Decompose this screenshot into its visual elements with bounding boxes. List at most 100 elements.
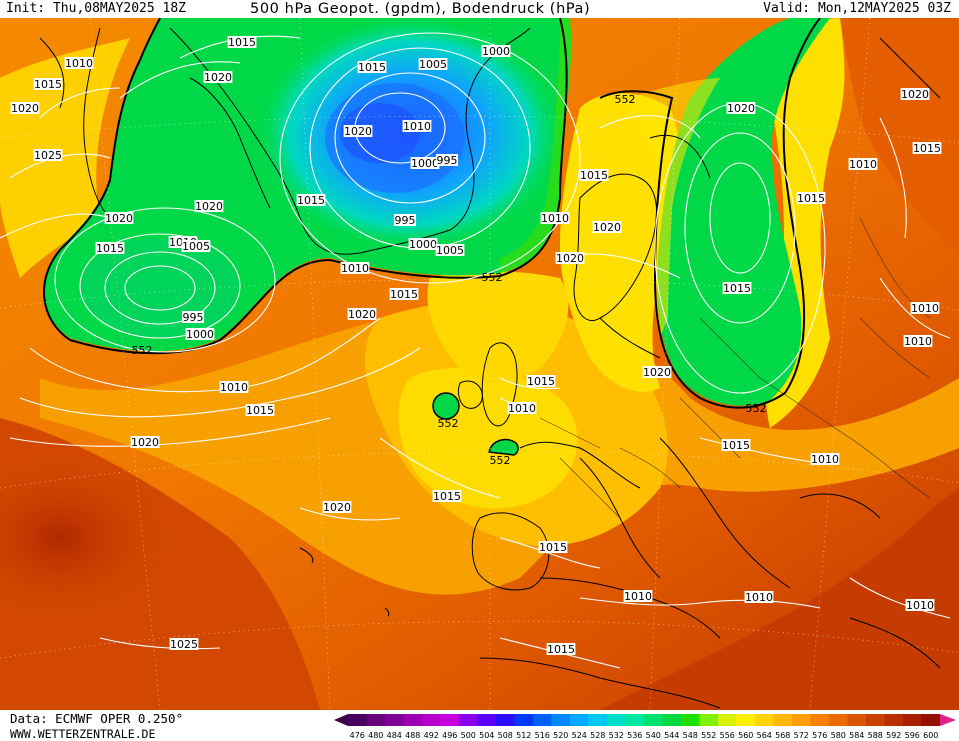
isobar-label-text: 1010 (911, 302, 939, 315)
small-trough-cell-1 (432, 392, 460, 420)
isobar-label: 1010 (848, 158, 878, 171)
map-labels: 1015101010151020102010251020102010151010… (10, 36, 942, 656)
green-trough-russia (657, 18, 830, 406)
isobar-label-text: 1000 (482, 45, 510, 58)
isohypse-label: 552 (490, 454, 511, 467)
isobar-label: 1015 (546, 643, 576, 656)
isobar-label-bg (347, 308, 377, 320)
legend-value: 572 (794, 731, 809, 740)
isobar-label-bg (481, 45, 511, 57)
isobar-label-text: 995 (395, 214, 416, 227)
isobar-label-text: 1020 (105, 212, 133, 225)
weather-map[interactable]: 1015101010151020102010251020102010151010… (0, 18, 959, 710)
isobar-label: 1020 (642, 366, 672, 379)
isohypse-label: 552 (615, 93, 636, 106)
isohypse-label: 552 (746, 402, 767, 415)
legend-swatch (755, 714, 774, 726)
isohypse-label-text: 552 (746, 402, 767, 415)
legend-swatch (625, 714, 645, 726)
isobar-label-text: 1015 (390, 288, 418, 301)
isohypse-label: 552 (482, 271, 503, 284)
isobar-label: 1020 (104, 212, 134, 225)
isobar-label-bg (435, 154, 459, 166)
website-label[interactable]: WWW.WETTERZENTRALE.DE (10, 727, 156, 741)
legend-value: 524 (572, 731, 587, 740)
isohypse-552-north (43, 18, 568, 355)
isobar-label-bg (296, 194, 326, 206)
isobar-label: 1020 (347, 308, 377, 321)
graticule (0, 18, 959, 710)
legend-swatch (810, 714, 830, 726)
legend-swatch (662, 714, 682, 726)
isobar-label-text: 1015 (722, 439, 750, 452)
isobar-label: 1015 (579, 169, 609, 182)
isobar-label: 1010 (905, 599, 935, 612)
legend-swatch (385, 714, 404, 726)
legend-value: 512 (516, 731, 531, 740)
legend-swatch (570, 714, 589, 726)
isobar-label-text: 1020 (195, 200, 223, 213)
legend-value: 508 (498, 731, 513, 740)
isobar-label-text: 1015 (358, 61, 386, 74)
isobar-label-bg (538, 541, 568, 553)
legend-swatch (514, 714, 534, 726)
legend-value: 540 (646, 731, 661, 740)
legend-arrow-low (334, 714, 348, 726)
isobar-label-text: 995 (183, 311, 204, 324)
isobar-label-bg (343, 125, 373, 137)
isobar-label-bg (33, 149, 63, 161)
isobar-label-bg (389, 288, 419, 300)
isobar-label-bg (418, 58, 448, 70)
legend-swatch (736, 714, 756, 726)
isobar-label-text: 1010 (65, 57, 93, 70)
isobar-label-bg (104, 212, 134, 224)
isobar-label-text: 1015 (797, 192, 825, 205)
isobar-label-bg (130, 436, 160, 448)
isohypse-label-text: 552 (132, 344, 153, 357)
isobar-label-text: 1005 (182, 240, 210, 253)
legend-value: 588 (868, 731, 883, 740)
isobar-label: 1020 (900, 88, 930, 101)
isobar-label: 1015 (538, 541, 568, 554)
isobar-label-bg (910, 302, 940, 314)
legend-swatch (847, 714, 867, 726)
legend-swatch (588, 714, 608, 726)
isobar-label-text: 1020 (344, 125, 372, 138)
isobar-label-text: 1020 (901, 88, 929, 101)
isobar-label-bg (185, 328, 215, 340)
legend-swatch (459, 714, 478, 726)
isobar-label-text: 1020 (204, 71, 232, 84)
legend-swatch (792, 714, 811, 726)
isobar-label-text: 1015 (539, 541, 567, 554)
isobar-label: 1015 (296, 194, 326, 207)
isobar-label: 1020 (194, 200, 224, 213)
isobar-label-bg (555, 252, 585, 264)
isobar-label-text: 1015 (433, 490, 461, 503)
isobar-label: 1000 (185, 328, 215, 341)
isobar-label-bg (408, 238, 438, 250)
low-core-deep (340, 103, 420, 163)
isobar-label-bg (402, 120, 432, 132)
isobar-label-bg (579, 169, 609, 181)
isobar-label-bg (900, 88, 930, 100)
isobar-label-text: 1020 (643, 366, 671, 379)
legend-value: 496 (442, 731, 457, 740)
isobar-label: 995 (181, 311, 205, 324)
red-zone-northeast (840, 18, 959, 258)
isobar-label-text: 1000 (186, 328, 214, 341)
chart-title: 500 hPa Geopot. (gpdm), Bodendruck (hPa) (250, 1, 591, 17)
isobar-label-bg (33, 78, 63, 90)
isobar-label-bg (219, 381, 249, 393)
legend-swatch (644, 714, 663, 726)
isobar-label: 1000 (410, 157, 440, 170)
legend-value: 504 (479, 731, 494, 740)
legend-arrow-high (940, 714, 956, 726)
isobar-label-text: 1010 (745, 591, 773, 604)
isobar-label-text: 1000 (411, 157, 439, 170)
isobar-label-bg (507, 402, 537, 414)
legend-swatch (440, 714, 460, 726)
isobar-label-bg (181, 311, 205, 323)
legend-swatch (866, 714, 885, 726)
isobar-label-bg (912, 142, 942, 154)
isobar-label-bg (796, 192, 826, 204)
